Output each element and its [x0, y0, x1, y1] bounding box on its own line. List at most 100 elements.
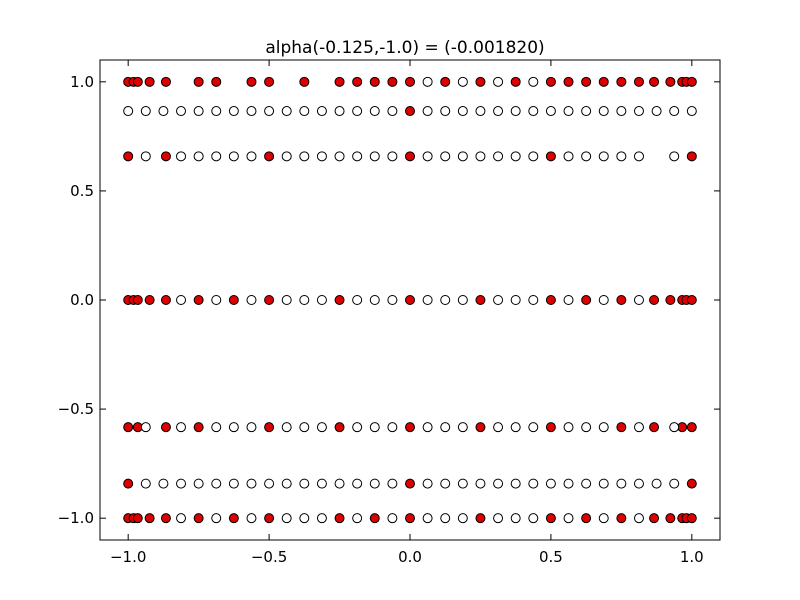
- filled-point: [649, 422, 660, 433]
- open-point: [352, 151, 363, 162]
- open-point: [316, 151, 327, 162]
- open-point: [528, 422, 539, 433]
- filled-point: [144, 76, 155, 87]
- open-point: [651, 106, 662, 117]
- open-point: [193, 151, 204, 162]
- filled-point: [193, 76, 204, 87]
- filled-point: [352, 76, 363, 87]
- open-point: [493, 295, 504, 305]
- open-point: [228, 151, 239, 162]
- open-point: [299, 295, 310, 305]
- filled-point: [633, 76, 644, 87]
- open-point: [246, 106, 257, 117]
- open-point: [563, 295, 574, 305]
- open-point: [246, 295, 257, 305]
- open-point: [440, 295, 451, 305]
- open-point: [457, 478, 468, 489]
- open-point: [140, 106, 151, 117]
- open-point: [281, 106, 292, 117]
- open-point: [176, 106, 187, 117]
- open-point: [158, 106, 169, 117]
- open-point: [422, 422, 433, 433]
- open-point: [369, 422, 380, 433]
- open-point: [123, 106, 134, 117]
- filled-point: [686, 295, 697, 305]
- filled-point: [160, 295, 171, 305]
- filled-point: [686, 76, 697, 87]
- open-point: [616, 151, 627, 162]
- filled-point: [649, 513, 660, 524]
- filled-point: [264, 422, 275, 433]
- open-point: [299, 422, 310, 433]
- open-point: [598, 422, 609, 433]
- open-point: [369, 295, 380, 305]
- open-point: [211, 513, 222, 524]
- filled-point: [665, 76, 676, 87]
- filled-point: [299, 76, 310, 87]
- open-point: [598, 478, 609, 489]
- filled-point: [211, 76, 222, 87]
- open-point: [316, 513, 327, 524]
- filled-point: [144, 295, 155, 305]
- filled-point: [144, 513, 155, 524]
- open-point: [598, 513, 609, 524]
- open-point: [510, 422, 521, 433]
- open-point: [510, 295, 521, 305]
- open-point: [493, 422, 504, 433]
- open-point: [528, 151, 539, 162]
- filled-point: [264, 76, 275, 87]
- open-point: [669, 151, 680, 162]
- y-tick-label: 0.5: [70, 182, 94, 200]
- open-point: [334, 106, 345, 117]
- open-point: [281, 295, 292, 305]
- open-point: [176, 151, 187, 162]
- filled-point: [598, 76, 609, 87]
- open-point: [510, 106, 521, 117]
- open-point: [581, 106, 592, 117]
- open-point: [387, 295, 398, 305]
- open-point: [493, 151, 504, 162]
- filled-point: [686, 422, 697, 433]
- filled-point: [475, 295, 486, 305]
- open-point: [510, 513, 521, 524]
- open-point: [316, 106, 327, 117]
- filled-point: [228, 295, 239, 305]
- x-tick-label: −1.0: [110, 548, 146, 566]
- open-point: [563, 106, 574, 117]
- open-point: [422, 513, 433, 524]
- open-point: [633, 295, 644, 305]
- filled-point: [475, 76, 486, 87]
- open-point: [299, 106, 310, 117]
- filled-point: [123, 478, 134, 489]
- open-point: [598, 295, 609, 305]
- open-point: [352, 513, 363, 524]
- filled-point: [545, 76, 556, 87]
- filled-point: [616, 513, 627, 524]
- open-point: [545, 478, 556, 489]
- open-point: [387, 513, 398, 524]
- open-point: [176, 422, 187, 433]
- open-point: [387, 151, 398, 162]
- open-point: [281, 151, 292, 162]
- open-point: [228, 106, 239, 117]
- open-point: [246, 513, 257, 524]
- filled-point: [545, 295, 556, 305]
- open-point: [545, 106, 556, 117]
- open-point: [211, 106, 222, 117]
- filled-point: [665, 295, 676, 305]
- open-point: [633, 106, 644, 117]
- filled-point: [510, 76, 521, 87]
- filled-point: [264, 295, 275, 305]
- filled-point: [160, 151, 171, 162]
- open-point: [475, 106, 486, 117]
- open-point: [598, 106, 609, 117]
- open-point: [299, 513, 310, 524]
- filled-point: [132, 513, 143, 524]
- open-point: [457, 422, 468, 433]
- filled-point: [193, 422, 204, 433]
- filled-point: [264, 151, 275, 162]
- open-point: [633, 478, 644, 489]
- open-point: [563, 422, 574, 433]
- open-point: [246, 478, 257, 489]
